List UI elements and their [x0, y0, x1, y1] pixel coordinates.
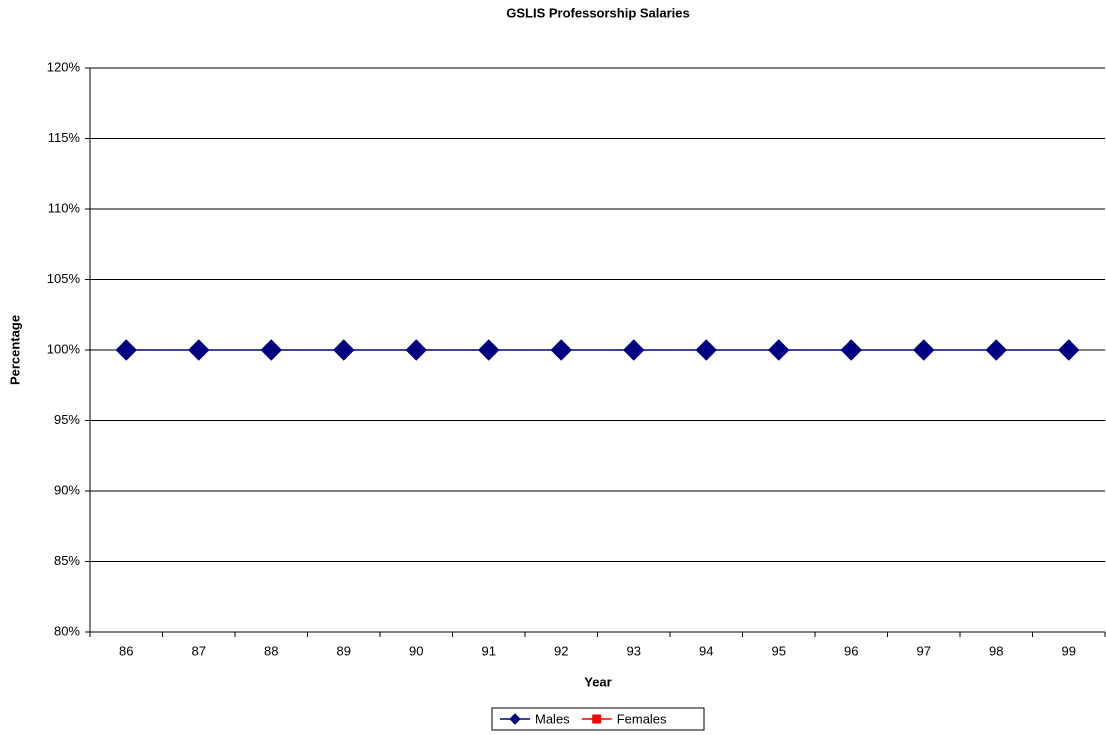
x-tick-label: 93 [627, 643, 641, 658]
data-point [913, 339, 935, 361]
x-tick-label: 88 [264, 643, 278, 658]
y-tick-label: 85% [54, 553, 80, 568]
y-tick-label: 90% [54, 482, 80, 497]
x-tick-label: 97 [917, 643, 931, 658]
data-point [478, 339, 500, 361]
data-point [985, 339, 1007, 361]
x-tick-label: 99 [1062, 643, 1076, 658]
data-point [333, 339, 355, 361]
x-tick-label: 91 [482, 643, 496, 658]
y-tick-label: 95% [54, 412, 80, 427]
legend-label: Males [535, 711, 570, 726]
legend-label: Females [617, 711, 667, 726]
x-tick-label: 90 [409, 643, 423, 658]
y-tick-label: 120% [47, 59, 81, 74]
data-point [115, 339, 137, 361]
data-point [188, 339, 210, 361]
x-tick-label: 95 [772, 643, 786, 658]
data-point [840, 339, 862, 361]
data-point [1058, 339, 1080, 361]
legend-marker [592, 714, 602, 724]
legend-marker [509, 713, 521, 725]
data-point [768, 339, 790, 361]
x-tick-label: 92 [554, 643, 568, 658]
y-tick-label: 105% [47, 271, 81, 286]
x-tick-label: 96 [844, 643, 858, 658]
data-point [695, 339, 717, 361]
data-point [260, 339, 282, 361]
y-tick-label: 80% [54, 623, 80, 638]
data-point [623, 339, 645, 361]
x-tick-label: 98 [989, 643, 1003, 658]
y-tick-label: 115% [48, 130, 81, 145]
x-tick-label: 86 [119, 643, 133, 658]
y-tick-label: 100% [47, 341, 81, 356]
x-axis-label: Year [584, 674, 611, 689]
x-tick-label: 87 [192, 643, 206, 658]
y-axis-label: Percentage [7, 315, 22, 385]
data-point [405, 339, 427, 361]
chart-title: GSLIS Professorship Salaries [506, 5, 690, 20]
data-point [550, 339, 572, 361]
x-tick-label: 94 [699, 643, 713, 658]
x-tick-label: 89 [337, 643, 351, 658]
y-tick-label: 110% [48, 200, 81, 215]
